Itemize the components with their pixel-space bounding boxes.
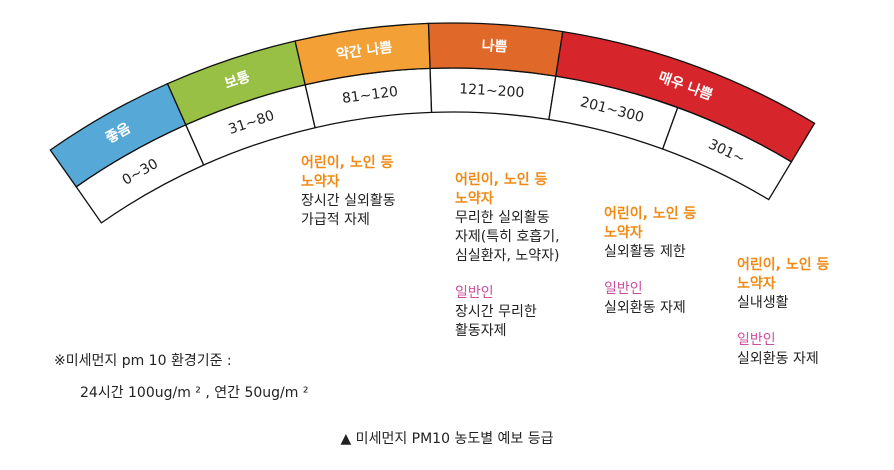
general-label: 일반인 bbox=[455, 285, 494, 301]
advice-body: 실내생활 bbox=[737, 295, 789, 311]
general-body: 실외환동 자제 bbox=[604, 300, 686, 316]
general-body: 장시간 무리한 활동자제 bbox=[455, 304, 537, 339]
advice-header: 어린이, 노인 등 노약자 bbox=[737, 257, 830, 292]
note-line-2: 24시간 100ug/m ² , 연간 50ug/m ² bbox=[80, 385, 309, 401]
range-label: 121~200 bbox=[459, 81, 525, 101]
advice-body: 장시간 실외활동 가급적 자제 bbox=[301, 193, 396, 228]
pm10-standard-note: ※미세먼지 pm 10 환경기준 : 24시간 100ug/m ² , 연간 5… bbox=[54, 345, 308, 409]
note-line-1: ※미세먼지 pm 10 환경기준 : bbox=[54, 353, 232, 369]
grade-band bbox=[555, 30, 816, 163]
range-label: 81~120 bbox=[341, 84, 399, 107]
general-label: 일반인 bbox=[604, 281, 643, 297]
advice-body: 무리한 실외활동 자제(특히 호흡기, 심실환자, 노약자) bbox=[455, 210, 560, 264]
grade-name: 보통 bbox=[223, 69, 253, 92]
advice-header: 어린이, 노인 등 노약자 bbox=[301, 155, 394, 190]
advice-header: 어린이, 노인 등 노약자 bbox=[455, 172, 548, 207]
advice-extreme: 어린이, 노인 등 노약자 실내생활 일반인 실외환동 자제 bbox=[737, 256, 829, 369]
advice-header: 어린이, 노인 등 노약자 bbox=[604, 206, 697, 241]
advice-body: 실외활동 제한 bbox=[604, 244, 686, 260]
general-label: 일반인 bbox=[737, 332, 776, 348]
advice-very-bad: 어린이, 노인 등 노약자 실외활동 제한 일반인 실외환동 자제 bbox=[604, 205, 696, 318]
grade-name: 나쁨 bbox=[481, 38, 508, 56]
advice-bad: 어린이, 노인 등 노약자 무리한 실외활동 자제(특히 호흡기, 심실환자, … bbox=[455, 171, 560, 341]
advice-moderately-bad: 어린이, 노인 등 노약자 장시간 실외활동 가급적 자제 bbox=[301, 154, 396, 230]
general-body: 실외환동 자제 bbox=[737, 351, 819, 367]
figure-caption: ▲ 미세먼지 PM10 농도별 예보 등급 bbox=[340, 431, 554, 447]
